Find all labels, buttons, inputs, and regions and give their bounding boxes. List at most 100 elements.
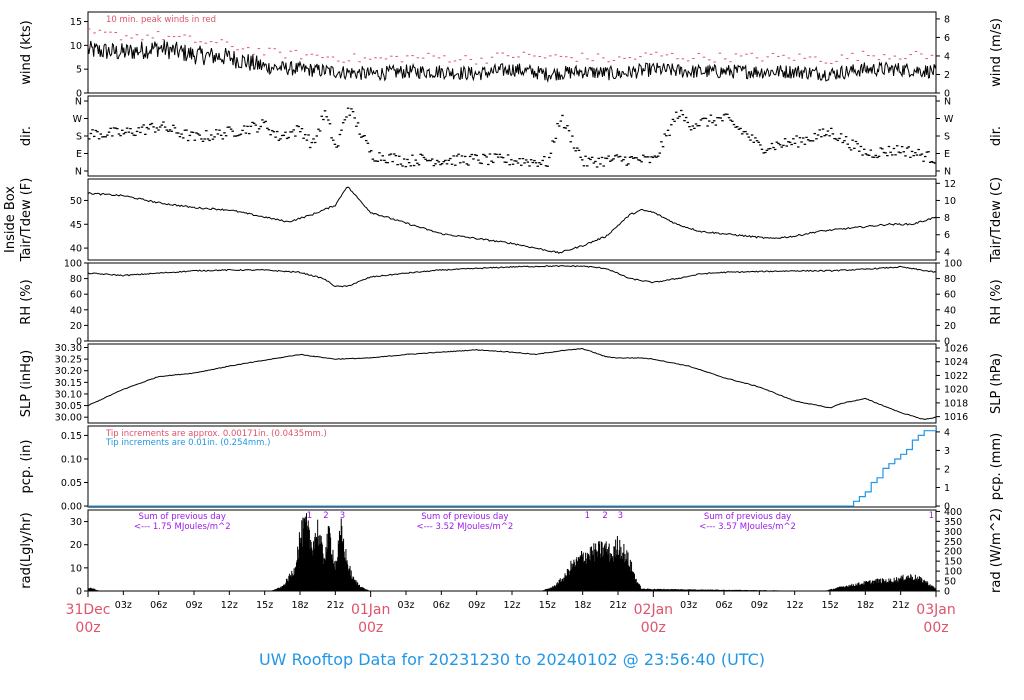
right-tick-label: 300: [944, 527, 962, 538]
day-label: 01Jan: [351, 602, 390, 618]
day-label: 02Jan: [634, 602, 673, 618]
hour-tick-label: 09z: [468, 600, 485, 611]
hour-tick-label: 03z: [397, 600, 414, 611]
right-tick-label: 2: [944, 464, 950, 475]
day-hour-label: 00z: [641, 620, 666, 636]
right-axis-label: rad (W/m^2): [989, 508, 1004, 593]
radiation-marker: 1: [585, 511, 590, 521]
left-tick-label: 80: [70, 274, 82, 285]
panel-rad: 0102030050100150200250300350400rad(Lgly/…: [19, 507, 1004, 598]
hour-tick-label: 21z: [609, 600, 626, 611]
right-tick-label: 1: [944, 483, 950, 494]
rh-line: [88, 265, 936, 288]
left-tick-label: 0.00: [61, 502, 82, 513]
right-tick-label: 1016: [944, 412, 968, 423]
plot-area: [88, 265, 936, 288]
precip-note-blue: Tip increments are 0.01in. (0.254mm.): [105, 438, 270, 448]
radiation-marker: 2: [602, 511, 607, 521]
left-tick-label: 50: [70, 196, 82, 207]
right-tick-label: 0: [944, 502, 950, 513]
left-axis-label: rad(Lgly/hr): [19, 512, 34, 588]
left-tick-label: 0.15: [61, 431, 82, 442]
right-tick-label: 1020: [944, 385, 968, 396]
right-tick-label: 20: [944, 321, 956, 332]
hour-tick-label: 15z: [821, 600, 838, 611]
right-tick-label: 12: [944, 179, 956, 190]
right-tick-label: 400: [944, 507, 962, 518]
radiation-annotation-line2: <--- 1.75 MJoules/m^2: [134, 522, 231, 532]
right-axis-label: RH (%): [989, 279, 1004, 324]
hour-tick-label: 12z: [786, 600, 803, 611]
right-tick-label: 0: [944, 89, 950, 100]
right-tick-label: 1018: [944, 398, 968, 409]
hour-tick-label: 06z: [433, 600, 450, 611]
left-tick-label: 10: [70, 41, 82, 52]
left-tick-label: 0.05: [61, 478, 82, 489]
left-tick-label: 20: [70, 321, 82, 332]
right-axis-label: Tair/Tdew (C): [989, 177, 1004, 263]
right-tick-label: 150: [944, 557, 962, 568]
right-tick-label: 6: [944, 33, 950, 44]
radiation-marker: 3: [340, 511, 345, 521]
radiation-annotation-line2: <--- 3.57 MJoules/m^2: [699, 522, 796, 532]
hour-tick-label: 12z: [503, 600, 520, 611]
left-tick-label: 30.05: [55, 401, 82, 412]
right-tick-label: 4: [944, 427, 950, 438]
right-tick-label: 40: [944, 305, 956, 316]
left-tick-label: S: [76, 132, 82, 143]
right-tick-label: W: [944, 114, 954, 125]
left-tick-label: 45: [70, 220, 82, 231]
right-tick-label: 8: [944, 14, 950, 25]
right-axis-label: pcp. (mm): [989, 433, 1004, 500]
left-tick-label: 10: [70, 563, 82, 574]
radiation-annotation-line1: Sum of previous day: [421, 512, 508, 522]
left-axis-label: Tair/Tdew (F): [19, 178, 34, 263]
hour-tick-label: 06z: [715, 600, 732, 611]
left-tick-label: 30.00: [55, 413, 82, 424]
right-tick-label: 0: [944, 587, 950, 598]
right-tick-label: S: [944, 132, 950, 143]
left-tick-label: W: [73, 114, 83, 125]
hour-tick-label: 18z: [857, 600, 874, 611]
hour-tick-label: 15z: [256, 600, 273, 611]
hour-tick-label: 18z: [291, 600, 308, 611]
right-tick-label: 8: [944, 213, 950, 224]
panel-frame: [87, 343, 937, 424]
right-tick-label: 60: [944, 290, 956, 301]
wind-speed-line: [88, 40, 936, 83]
right-tick-label: 100: [944, 259, 962, 270]
right-tick-label: 1022: [944, 371, 968, 382]
right-tick-label: 3: [944, 446, 950, 457]
radiation-marker: 2: [323, 511, 328, 521]
panel-temp: 40 45 50 4 6 8 10 12 Tair/Tdew (F)Inside Box Tair…: [3, 177, 1004, 263]
right-tick-label: 100: [944, 567, 962, 578]
radiation-annotation-line1: Sum of previous day: [704, 512, 791, 522]
left-axis-label: pcp. (in): [19, 440, 34, 494]
temp-line: [88, 186, 936, 254]
hour-tick-label: 09z: [751, 600, 768, 611]
right-tick-label: 2: [944, 70, 950, 81]
left-tick-label: 100: [64, 259, 82, 270]
panel-pcp: 0.00 0.05 0.10 0.15 0 1 2 3 4 pcp. (in) pcp. (mm) T…: [19, 425, 1004, 513]
panel-frame: [87, 178, 937, 261]
right-axis-label: wind (m/s): [989, 18, 1004, 87]
right-tick-label: 250: [944, 537, 962, 548]
left-axis-label: wind (kts): [19, 20, 34, 84]
left-tick-label: 0: [76, 337, 82, 348]
radiation-marker: 3: [618, 511, 623, 521]
right-axis-label: dir.: [989, 126, 1004, 146]
left-tick-label: 30.20: [55, 366, 82, 377]
left-tick-label: 20: [70, 540, 82, 551]
panel-frame: [87, 262, 937, 342]
hour-tick-label: 21z: [892, 600, 909, 611]
right-tick-label: N: [944, 97, 951, 108]
day-label: 31Dec: [66, 602, 111, 618]
right-tick-label: 4: [944, 51, 950, 62]
right-tick-label: 50: [944, 577, 956, 588]
right-tick-label: 350: [944, 517, 962, 528]
hour-tick-label: 09z: [185, 600, 202, 611]
hour-tick-label: 03z: [115, 600, 132, 611]
